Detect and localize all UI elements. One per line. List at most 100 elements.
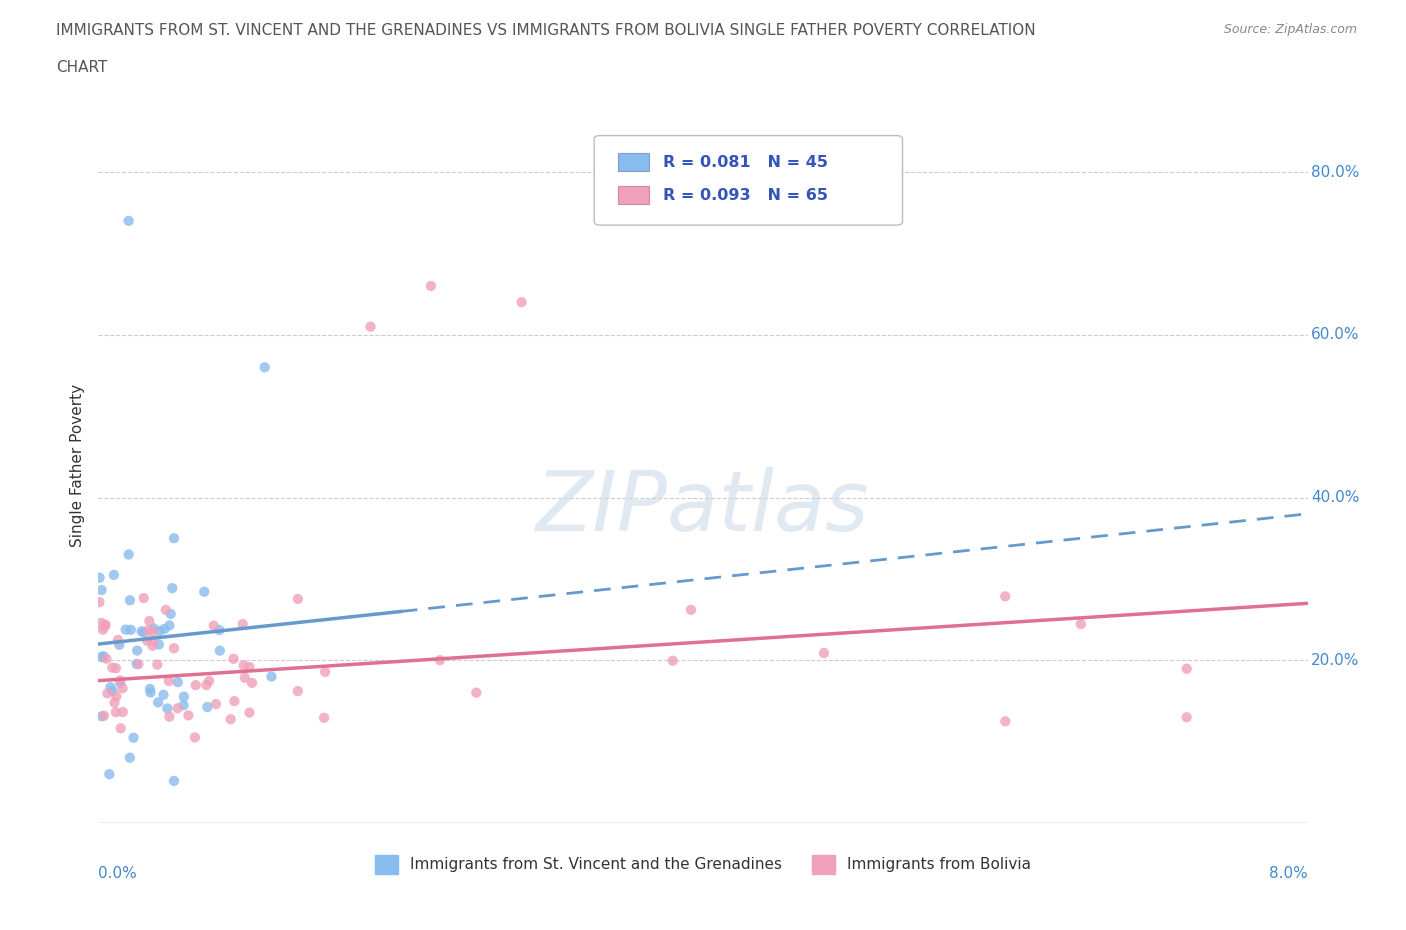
Point (163, 774, 186, 789)
Point (429, 653, 451, 668)
Point (90, 709, 112, 724)
Point (222, 651, 245, 666)
Point (465, 685, 488, 700)
Point (163, 641, 186, 656)
Point (104, 705, 127, 720)
Point (159, 606, 181, 621)
Point (96, 686, 118, 701)
Point (813, 645, 835, 660)
Point (219, 711, 242, 726)
Point (184, 678, 207, 693)
Point (149, 623, 172, 638)
Text: 20.0%: 20.0% (1312, 653, 1360, 668)
Point (177, 708, 200, 723)
Point (205, 697, 228, 711)
Point (162, 580, 184, 595)
Point (202, 618, 225, 633)
Point (260, 670, 283, 684)
Point (232, 658, 254, 673)
Point (994, 589, 1017, 604)
Point (142, 633, 165, 648)
Point (510, 295, 533, 310)
Point (138, 614, 160, 629)
Point (157, 618, 180, 633)
Point (93, 649, 115, 664)
Point (314, 664, 336, 679)
Point (89, 594, 111, 609)
Point (114, 622, 136, 637)
Point (156, 701, 179, 716)
Point (108, 637, 131, 652)
Point (122, 730, 145, 745)
Point (360, 319, 382, 334)
Point (103, 567, 125, 582)
Point (118, 592, 141, 607)
Point (139, 682, 162, 697)
Point (132, 625, 155, 640)
Point (1175, 710, 1198, 724)
Point (193, 584, 215, 599)
Point (240, 675, 263, 690)
Point (232, 617, 254, 631)
Point (100, 680, 122, 695)
Point (118, 547, 141, 562)
Point (142, 624, 165, 639)
Point (184, 730, 207, 745)
Point (152, 687, 174, 702)
Point (253, 360, 276, 375)
Point (90, 650, 112, 665)
Point (98, 766, 121, 781)
Point (197, 699, 219, 714)
Point (127, 644, 149, 658)
Point (157, 710, 180, 724)
Point (420, 279, 443, 294)
Point (132, 591, 155, 605)
Point (142, 621, 165, 636)
Point (136, 623, 159, 638)
Point (90, 582, 112, 597)
FancyBboxPatch shape (619, 186, 648, 204)
Point (118, 751, 141, 765)
Point (91, 622, 114, 637)
Point (238, 705, 260, 720)
Point (173, 689, 195, 704)
Text: ZIPatlas: ZIPatlas (536, 468, 870, 549)
Point (105, 689, 128, 704)
Text: 60.0%: 60.0% (1312, 327, 1360, 342)
Point (148, 637, 170, 652)
Point (131, 624, 153, 639)
Text: 8.0%: 8.0% (1268, 866, 1308, 881)
Point (118, 214, 141, 229)
Point (173, 698, 195, 712)
Point (661, 653, 683, 668)
Point (101, 684, 124, 698)
Point (136, 633, 159, 648)
Point (111, 705, 134, 720)
FancyBboxPatch shape (595, 136, 903, 225)
Point (994, 714, 1017, 729)
Text: R = 0.093   N = 65: R = 0.093 N = 65 (664, 188, 828, 203)
Point (125, 657, 148, 671)
Point (110, 721, 132, 736)
Point (153, 621, 176, 636)
Point (103, 696, 125, 711)
Point (166, 701, 188, 716)
Point (314, 711, 336, 725)
Point (94, 618, 117, 632)
Point (111, 681, 134, 696)
Point (1070, 617, 1092, 631)
Point (287, 684, 309, 698)
Point (146, 695, 169, 710)
Point (142, 638, 165, 653)
Point (127, 657, 149, 671)
Point (108, 673, 131, 688)
Point (157, 673, 180, 688)
Point (146, 658, 169, 672)
Point (1175, 661, 1198, 676)
Point (108, 675, 131, 690)
Text: CHART: CHART (56, 60, 108, 75)
FancyBboxPatch shape (619, 153, 648, 171)
Y-axis label: Single Father Poverty: Single Father Poverty (69, 383, 84, 547)
Point (89, 570, 111, 585)
Point (94, 618, 117, 633)
